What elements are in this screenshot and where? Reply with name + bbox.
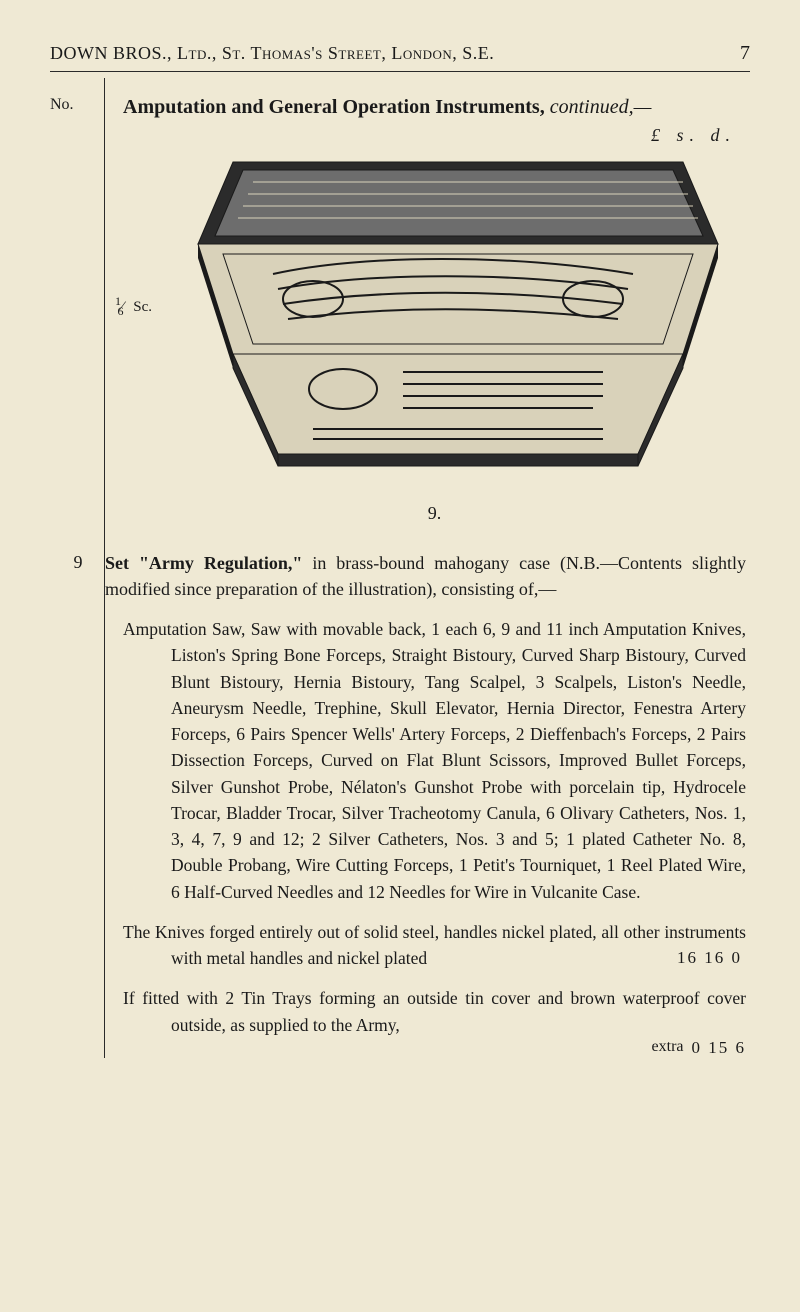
instrument-case-illustration — [163, 154, 723, 484]
entry-number: 9 — [51, 550, 105, 602]
knives-text: The Knives forged entirely out of solid … — [123, 922, 746, 968]
knives-price: 16 16 0 — [725, 945, 746, 971]
contents-paragraph: Amputation Saw, Saw with movable back, 1… — [123, 616, 746, 905]
entry-lead-bold: Set "Army Regulation," — [105, 553, 302, 573]
section-heading-italic: continued,— — [550, 96, 652, 118]
figure: 1⁄6 Sc. — [123, 154, 746, 524]
catalog-entry: 9 Set "Army Regulation," in brass-bound … — [123, 550, 746, 602]
publisher-name: DOWN BROS., — [50, 43, 177, 63]
fitted-extra-line: extra 0 15 6 — [123, 1038, 746, 1058]
running-header: DOWN BROS., Ltd., St. Thomas's Street, L… — [50, 42, 750, 72]
fitted-extra-label: extra — [171, 1038, 684, 1058]
fitted-paragraph: If fitted with 2 Tin Trays forming an ou… — [123, 985, 746, 1038]
knives-paragraph: The Knives forged entirely out of solid … — [123, 919, 746, 972]
section-heading-bold: Amputation and General Operation Instrum… — [123, 96, 550, 118]
scale-sc: Sc. — [133, 299, 152, 315]
currency-header: £ s. d. — [123, 125, 746, 146]
figure-scale-label: 1⁄6 Sc. — [115, 294, 152, 319]
fitted-text: If fitted with 2 Tin Trays forming an ou… — [123, 988, 746, 1034]
main-column: Amputation and General Operation Instrum… — [105, 78, 750, 1058]
fitted-price: 0 15 6 — [684, 1038, 747, 1058]
publisher-address: Ltd., St. Thomas's Street, London, S.E. — [177, 43, 494, 63]
scale-denominator: 6 — [118, 304, 124, 318]
header-title: DOWN BROS., Ltd., St. Thomas's Street, L… — [50, 43, 494, 64]
section-heading: Amputation and General Operation Instrum… — [123, 96, 746, 119]
page: DOWN BROS., Ltd., St. Thomas's Street, L… — [0, 0, 800, 1312]
page-number: 7 — [720, 42, 750, 65]
figure-caption-number: 9. — [428, 503, 442, 524]
body-columns: No. Amputation and General Operation Ins… — [50, 78, 750, 1058]
margin-label-no: No. — [50, 96, 74, 113]
entry-lead-text: Set "Army Regulation," in brass-bound ma… — [105, 550, 746, 602]
